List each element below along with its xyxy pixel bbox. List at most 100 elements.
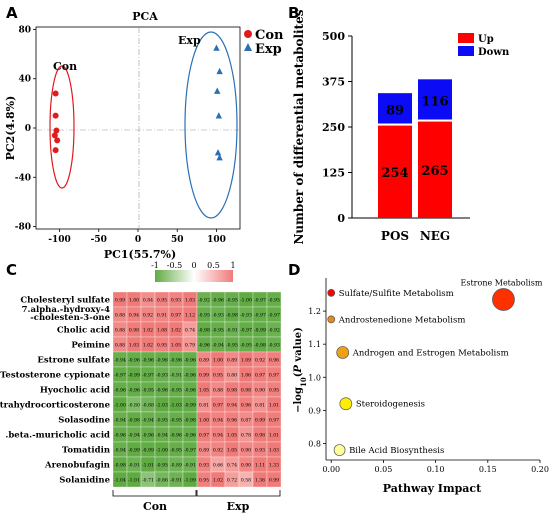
heatmap-cell-value: -0.97 [254,312,266,318]
pathway-y-tick-label: 1.1 [308,340,321,349]
heatmap-row-label: Tomatidin [62,446,110,456]
heatmap-cell-value: 1.05 [171,342,181,348]
legend-up-label: Up [478,34,494,45]
heatmap-cell-value: -0.95 [268,297,280,303]
heatmap-cell-value: 1.03 [269,447,279,453]
heatmap-con-label: Con [143,500,167,513]
pathway-y-axis-label: −log10(P value) [293,327,308,413]
heatmap-cell-value: 1.05 [199,387,209,393]
heatmap-cell-value: 0.98 [129,327,139,333]
heatmap-cell-value: 1.12 [185,312,195,318]
legend-con-marker [244,30,252,38]
heatmap-cell-value: -0.96 [170,432,182,438]
heatmap-cell-value: 0.94 [213,417,223,423]
heatmap-row-label: Cholesteryl sulfate [20,296,110,306]
heatmap-cell-value: 0.95 [157,297,167,303]
pca-plot: PCA -100 -50 0 50 100 -80 -40 0 40 80 Con Exp PC1… [4,10,284,261]
bar-up-value: 265 [421,164,448,179]
pca-legend: Con Exp [244,28,284,57]
pathway-y-tick-label: 1.0 [308,373,321,382]
bar-y-tick-label: 250 [322,121,345,134]
heatmap-cell-value: -0.94 [128,432,140,438]
pca-x-tick-label: 50 [171,235,184,245]
heatmap-cell-value: 1.01 [269,402,279,408]
heatmap-cell-value: -0.95 [170,387,182,393]
heatmap-cell-value: -0.95 [212,327,224,333]
legend-con-label: Con [255,28,284,43]
heatmap-cell-value: -0.95 [170,447,182,453]
heatmap-cell-value: 0.99 [115,297,125,303]
heatmap-cell-value: 1.01 [269,432,279,438]
pathway-point-label: Steroidogenesis [356,400,425,410]
heatmap-cell-value: 0.92 [143,312,153,318]
colorbar-tick-label: 1 [230,261,235,270]
heatmap-cell-value: -0.97 [184,447,196,453]
heatmap-cell-value: -0.93 [156,372,168,378]
pathway-y-tick-label: 0.8 [308,439,321,448]
heatmap-cell-value: 0.88 [115,327,125,333]
bar-chart: 0 125 250 375 500 254 89 POS 265 116 NEG Number o… [292,9,510,244]
heatmap-cell-value: 0.97 [199,432,209,438]
heatmap-cell-value: -0.96 [114,387,126,393]
bar-y-tick-label: 0 [337,212,345,225]
pca-y-tick-label: -40 [15,173,31,183]
heatmap-cell-value: 1.03 [129,342,139,348]
colorbar-tick-label: -0.5 [167,261,182,270]
heatmap-cell-value: 0.98 [241,387,251,393]
heatmap-cell-value: 0.94 [227,402,237,408]
pathway-point [336,346,350,359]
bar-y-tick-label: 375 [322,76,345,89]
pca-y-tick-label: 0 [25,124,31,134]
heatmap-row-label: Hyocholic acid [40,386,110,396]
heatmap-cell-value: -0.96 [128,387,140,393]
heatmap-cell-value: -0.94 [114,357,126,363]
heatmap-cell-value: 0.79 [185,342,195,348]
legend-down-swatch [458,46,474,56]
heatmap-cell-value: -0.99 [142,447,154,453]
pathway-x-tick-label: 0.10 [427,465,445,474]
heatmap-cell [266,471,282,488]
heatmap-cell-value: 0.90 [241,447,251,453]
pathway-point-label: Sulfate/Sulfite Metabolism [339,289,454,299]
panel-label-d: D [288,261,300,279]
heatmap-cell-value: -0.96 [198,342,210,348]
heatmap-cell-value: -0.95 [156,462,168,468]
con-ellipse [49,65,75,189]
heatmap-cell-value: 0.78 [241,432,251,438]
exp-group-label: Exp [178,34,201,47]
pathway-point-label: Bile Acid Biosynthesis [349,446,444,456]
heatmap-cell-value: -1.03 [156,402,168,408]
heatmap-cell-value: 0.81 [255,402,265,408]
heatmap-row-label: Estrone sulfate [37,356,110,366]
heatmap-cell-value: -0.96 [212,297,224,303]
heatmap-cell-value: -0.95 [142,387,154,393]
heatmap-cell-value: 1.00 [129,297,139,303]
heatmap-cell-value: -0.96 [156,357,168,363]
heatmap-cell-value: -0.91 [170,477,182,483]
pathway-x-tick-label: 0.20 [531,465,549,474]
heatmap-cell-value: 1.02 [213,477,223,483]
heatmap-cell-value: -1.09 [184,477,196,483]
heatmap-cell-value: -0.93 [212,312,224,318]
bar-down-value: 116 [421,94,448,109]
exp-point [216,67,223,75]
heatmap-cell-value: 1.36 [255,477,265,483]
legend-exp-label: Exp [255,42,282,57]
heatmap-cell-value: -0.91 [128,462,140,468]
heatmap-cell-value: 0.66 [213,462,223,468]
heatmap-cell-value: 0.88 [213,387,223,393]
exp-point [215,112,223,119]
heatmap-cell-value: 0.95 [213,372,223,378]
exp-point [214,149,222,156]
heatmap-cell-value: 1.00 [199,417,209,423]
heatmap-cell-value: -0.92 [198,297,210,303]
heatmap-cell-value: 0.94 [213,432,223,438]
heatmap-cell-value: -0.96 [184,432,196,438]
heatmap-cell-value: -0.98 [128,417,140,423]
exp-point [214,87,221,94]
heatmap-cell-value: -0.97 [254,297,266,303]
heatmap-cell-value: -0.96 [114,432,126,438]
legend-down-label: Down [478,47,510,58]
heatmap-cell-value: 0.97 [171,312,181,318]
heatmap-row-label: -cholesten-3-one [30,313,110,323]
